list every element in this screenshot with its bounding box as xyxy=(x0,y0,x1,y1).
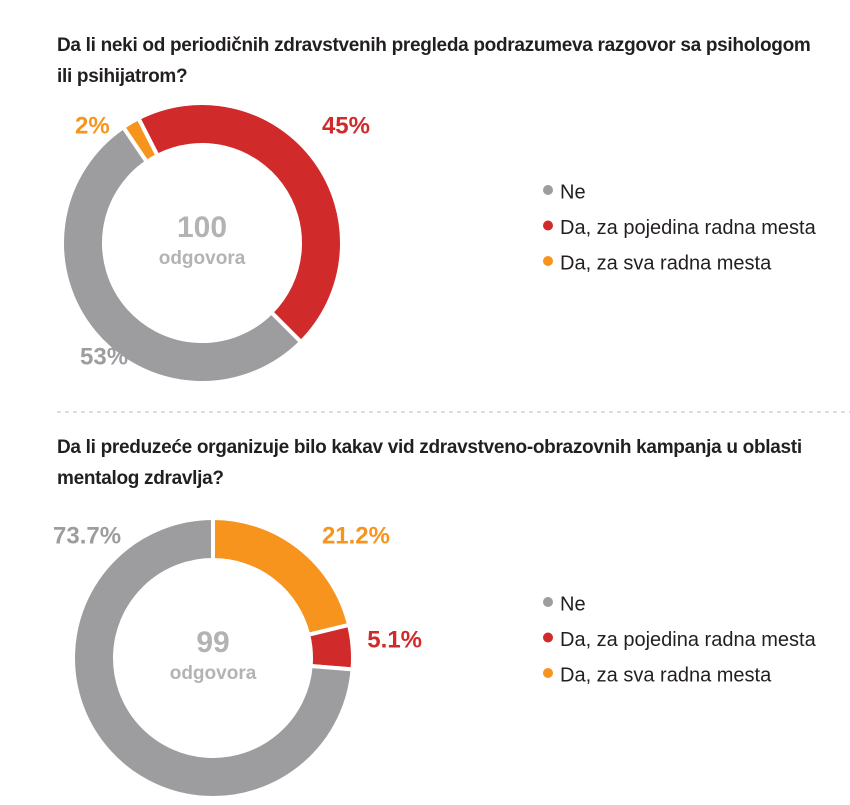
legend-marker xyxy=(543,256,553,266)
chart-title: Da li preduzeće organizuje bilo kakav vi… xyxy=(57,437,802,489)
legend-marker xyxy=(543,185,553,195)
legend-marker xyxy=(543,668,553,678)
center-total: 99 xyxy=(196,626,229,659)
center-label: odgovora xyxy=(170,663,257,684)
data-label: 73.7% xyxy=(53,522,121,549)
data-label: 53% xyxy=(80,343,128,370)
legend-marker xyxy=(543,632,553,643)
legend-label: Ne xyxy=(560,593,586,615)
legend-label: Da, za pojedina radna mesta xyxy=(560,629,817,651)
data-label: 2% xyxy=(75,112,110,139)
center-total: 100 xyxy=(177,211,227,244)
donut-segment xyxy=(305,622,355,672)
data-label: 45% xyxy=(322,112,370,139)
data-label: 21.2% xyxy=(322,522,390,549)
center-label: odgovora xyxy=(159,248,246,269)
legend-label: Da, za sva radna mesta xyxy=(560,252,772,274)
donut-segment xyxy=(120,115,161,165)
donut-segment xyxy=(60,124,304,385)
data-label: 5.1% xyxy=(367,626,422,653)
legend-label: Da, za pojedina radna mesta xyxy=(560,217,817,239)
legend-marker xyxy=(543,220,553,231)
donut-segment xyxy=(71,515,355,800)
legend-marker xyxy=(543,597,553,607)
legend-label: Da, za sva radna mesta xyxy=(560,664,772,686)
donut-segment xyxy=(135,101,344,345)
chart-title: Da li neki od periodičnih zdravstvenih p… xyxy=(57,35,811,87)
legend-label: Ne xyxy=(560,181,586,203)
